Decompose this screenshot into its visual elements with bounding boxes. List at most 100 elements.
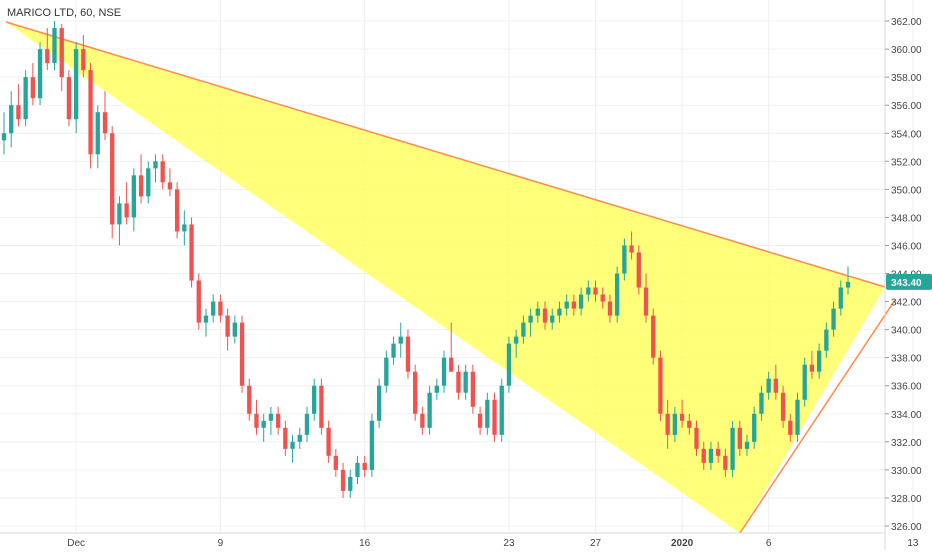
candle	[268, 406, 274, 435]
candle-body	[174, 189, 180, 232]
triangle-upper-line	[5, 21, 886, 288]
candle	[463, 364, 468, 400]
candle	[52, 21, 57, 71]
candle-body	[780, 392, 786, 421]
candle	[232, 315, 238, 344]
candle	[434, 378, 439, 400]
candle	[477, 406, 483, 435]
candle-body	[622, 245, 627, 274]
candle	[369, 413, 375, 477]
candle	[384, 350, 389, 393]
candle-body	[514, 336, 519, 344]
candle-body	[434, 385, 439, 393]
time-axis[interactable]: Dec 9 16 23 27 2020 6 13	[0, 532, 919, 549]
candle-body	[131, 175, 137, 218]
candle-body	[398, 336, 403, 344]
candle	[708, 441, 714, 470]
candle-body	[124, 203, 129, 218]
candle	[211, 294, 216, 323]
candle-body	[456, 371, 461, 393]
candle-body	[550, 315, 555, 323]
candle-body	[290, 441, 295, 449]
candle	[622, 238, 627, 281]
candle-body	[470, 371, 476, 407]
candle-body	[196, 280, 201, 323]
candle	[723, 448, 728, 477]
candle-body	[485, 399, 490, 428]
price-axis[interactable]: 326.00 328.00 330.00 332.00 334.00 336.00 338.…	[884, 0, 922, 550]
candle	[290, 434, 295, 463]
candle	[312, 378, 317, 421]
candle	[391, 336, 396, 365]
candle-body	[506, 343, 512, 386]
candle-body	[218, 301, 223, 316]
candle-body	[413, 371, 418, 414]
candle-body	[665, 413, 670, 435]
candle	[146, 161, 151, 204]
candle-body	[744, 441, 750, 449]
candle-body	[477, 413, 483, 428]
candle	[550, 308, 555, 330]
candle-body	[261, 420, 266, 428]
candle	[348, 469, 353, 498]
candle-body	[636, 252, 641, 288]
candle-body	[23, 77, 28, 120]
candle-body	[557, 308, 562, 316]
candle	[759, 385, 764, 421]
time-tick-label: 13	[907, 538, 919, 549]
candle-body	[138, 175, 144, 197]
candle-body	[391, 343, 396, 358]
candle	[88, 63, 93, 169]
candle-body	[752, 413, 757, 442]
candle	[506, 336, 512, 393]
candle	[304, 406, 310, 442]
candle-body	[355, 462, 360, 477]
candle-body	[788, 420, 793, 435]
price-tick-label: 356.00	[891, 101, 922, 112]
candle-body	[275, 413, 281, 428]
candle	[831, 301, 836, 337]
candle	[802, 357, 807, 407]
candle-body	[59, 28, 64, 78]
candle-body	[845, 281, 851, 288]
candle	[766, 371, 771, 400]
candle	[441, 350, 447, 393]
price-tick-label: 336.00	[891, 382, 922, 393]
candle	[816, 343, 822, 379]
candle	[319, 378, 324, 435]
candle	[485, 392, 490, 435]
candle-body	[492, 399, 497, 435]
triangle-lower-line	[739, 299, 896, 534]
candle-body	[348, 476, 353, 491]
candle	[427, 385, 432, 435]
candle	[275, 406, 281, 435]
candle-body	[405, 336, 411, 372]
candle	[715, 441, 721, 463]
candle-body	[694, 427, 699, 449]
candle	[578, 287, 584, 316]
price-tick-label: 362.00	[891, 17, 922, 28]
candle-body	[766, 378, 771, 393]
time-tick-label: 6	[766, 538, 772, 549]
candle-body	[16, 105, 21, 120]
candle-body	[297, 434, 302, 442]
price-tick-label: 342.00	[891, 298, 922, 309]
candle-body	[586, 287, 591, 295]
candle-body	[333, 455, 338, 470]
time-tick-label: 9	[218, 538, 224, 549]
candle-body	[629, 245, 634, 253]
candle	[9, 91, 14, 148]
candle-body	[254, 413, 259, 428]
candle-body	[824, 329, 829, 351]
candle	[138, 154, 144, 204]
candle-body	[117, 203, 122, 225]
candle	[521, 315, 526, 344]
candle-body	[521, 322, 526, 337]
candle	[37, 42, 43, 106]
candle-body	[52, 28, 57, 64]
candle-body	[593, 287, 598, 295]
candle-body	[571, 301, 577, 309]
triangle-pattern	[6, 22, 885, 533]
chart-title: MARICO LTD, 60, NSE	[7, 7, 122, 19]
